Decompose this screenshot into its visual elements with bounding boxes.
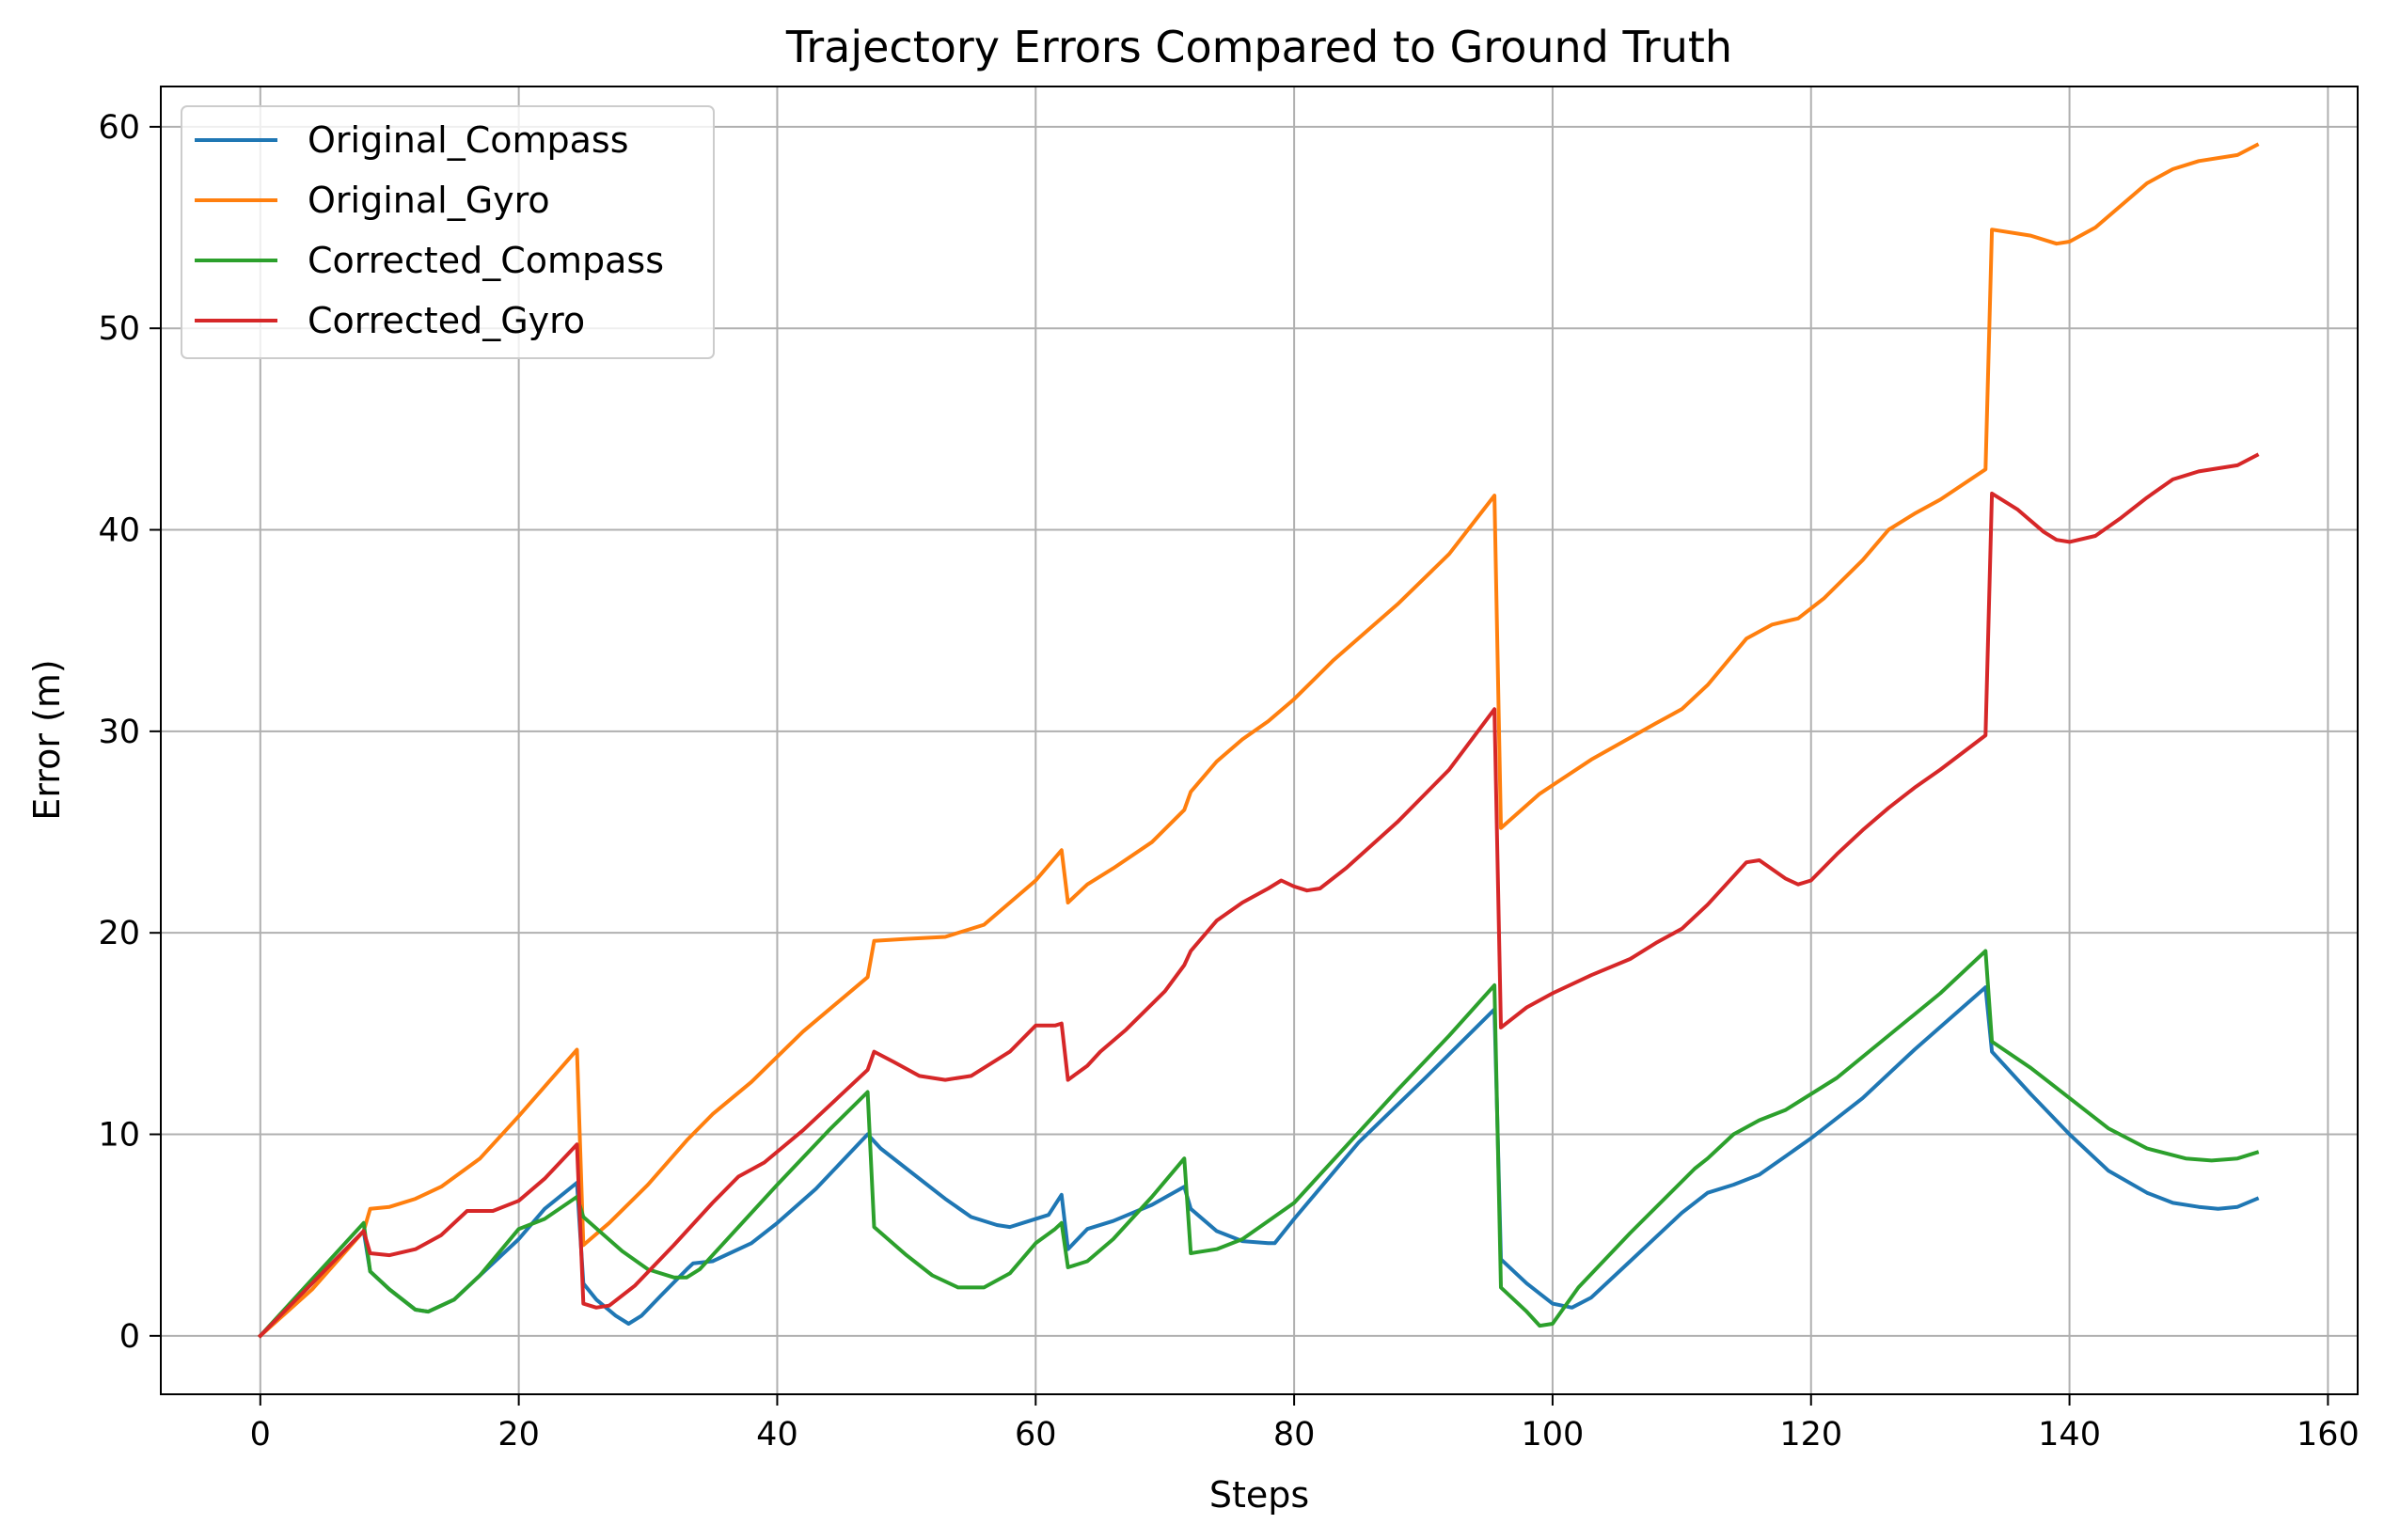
x-tick-label: 0: [250, 1416, 271, 1454]
legend-label: Original_Compass: [308, 119, 629, 161]
legend-label: Corrected_Gyro: [308, 300, 585, 341]
legend-label: Corrected_Compass: [308, 240, 664, 281]
y-axis-ticks: 0 10 20 30 40 50 60: [98, 109, 161, 1356]
y-tick-label: 30: [98, 714, 140, 751]
y-tick-label: 60: [98, 109, 140, 147]
y-tick-label: 0: [119, 1318, 140, 1356]
x-tick-label: 160: [2297, 1416, 2360, 1454]
x-tick-label: 140: [2038, 1416, 2101, 1454]
legend-label: Original_Gyro: [308, 180, 550, 221]
series-line-corrected-gyro: [257, 452, 2260, 1339]
x-tick-label: 20: [497, 1416, 540, 1454]
y-tick-label: 20: [98, 915, 140, 952]
series-line-original-compass: [257, 985, 2260, 1339]
chart-title: Trajectory Errors Compared to Ground Tru…: [785, 22, 1732, 72]
x-axis-ticks: 0 20 40 60 80 100 120 140 160: [250, 1394, 2360, 1454]
y-axis-label: Error (m): [26, 659, 68, 820]
grid-layer: [161, 86, 2358, 1394]
legend: Original_Compass Original_Gyro Corrected_C…: [181, 105, 715, 359]
x-tick-label: 80: [1273, 1416, 1316, 1454]
x-axis-label: Steps: [1209, 1474, 1309, 1516]
legend-box: [181, 105, 715, 359]
x-tick-label: 60: [1015, 1416, 1057, 1454]
series-layer: [257, 142, 2260, 1339]
plot-area: [160, 86, 2359, 1395]
x-tick-label: 120: [1779, 1416, 1842, 1454]
y-tick-label: 50: [98, 310, 140, 348]
series-line-original-gyro: [257, 142, 2260, 1339]
y-tick-label: 10: [98, 1117, 140, 1155]
x-tick-label: 100: [1522, 1416, 1585, 1454]
y-tick-label: 40: [98, 512, 140, 550]
x-tick-label: 40: [756, 1416, 798, 1454]
series-line-corrected-compass: [257, 949, 2260, 1339]
plot-frame: [160, 86, 2359, 1395]
legend-entries: Original_Compass Original_Gyro Corrected_C…: [195, 119, 664, 341]
